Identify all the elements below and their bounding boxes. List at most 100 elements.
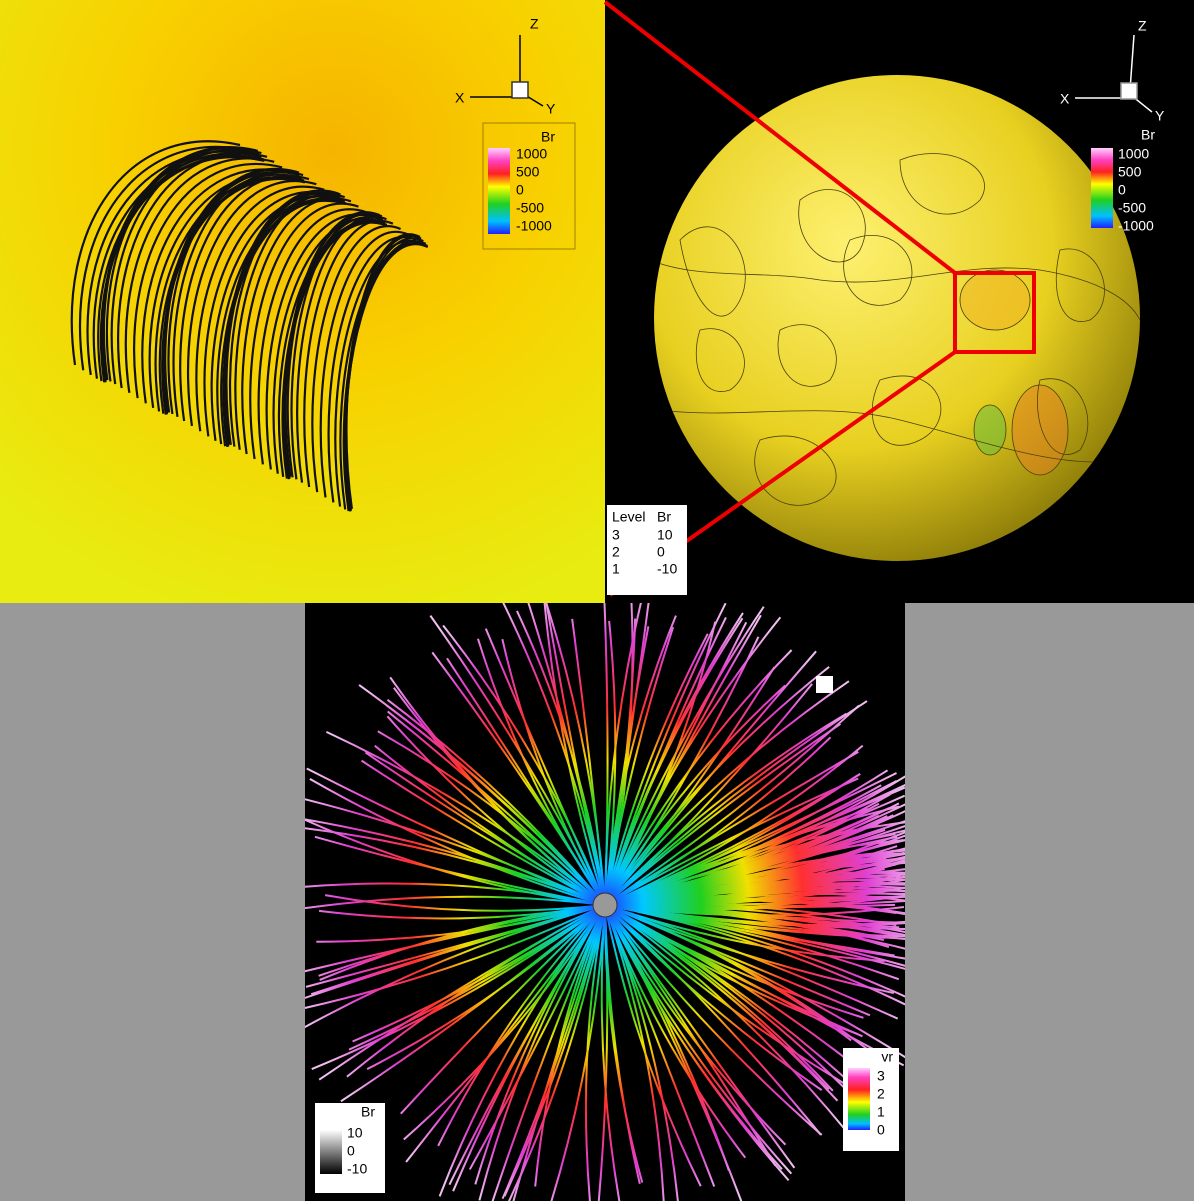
field-line	[452, 904, 606, 1192]
legend-label: -500	[516, 200, 544, 216]
field-line	[325, 730, 606, 906]
field-line	[604, 633, 709, 906]
field-line	[319, 231, 410, 498]
color-bar	[488, 148, 510, 234]
field-line	[78, 145, 249, 371]
field-line	[604, 904, 867, 1111]
legend-label: -1000	[516, 218, 552, 234]
legend-label: 500	[516, 164, 540, 180]
field-line	[604, 904, 783, 1170]
field-line	[442, 624, 606, 906]
field-line	[124, 157, 275, 393]
field-line	[503, 904, 606, 1197]
legend-label: 3	[877, 1068, 885, 1084]
legend-label: 1000	[516, 146, 547, 162]
field-line	[604, 684, 786, 906]
field-line	[117, 152, 268, 389]
axis-label: Y	[546, 101, 556, 117]
field-line	[318, 904, 606, 920]
legend-box	[482, 122, 576, 250]
field-line	[604, 887, 905, 906]
legend-label: -1000	[1118, 218, 1154, 234]
field-line	[318, 904, 606, 1081]
field-line	[305, 827, 606, 906]
legend-label: 2	[877, 1086, 885, 1102]
field-line	[179, 174, 310, 422]
field-line	[604, 617, 744, 906]
color-bar	[848, 1068, 870, 1130]
field-line	[571, 618, 606, 906]
legend-title: Br	[361, 1104, 375, 1120]
field-line	[167, 168, 300, 415]
table-cell: -10	[657, 561, 677, 577]
field-line	[234, 193, 346, 450]
field-line	[604, 736, 832, 906]
legend-label: 1	[877, 1104, 885, 1120]
legend-label: 0	[1118, 182, 1126, 198]
axis-triad-1	[470, 35, 544, 107]
axis-triad-2	[1075, 34, 1153, 113]
field-line	[203, 191, 333, 437]
field-line	[305, 904, 606, 973]
field-line	[584, 904, 606, 1201]
sphere	[654, 75, 1140, 561]
field-line	[70, 140, 241, 366]
color-bar	[1091, 148, 1113, 228]
field-line	[310, 904, 606, 996]
legend-label: 0	[516, 182, 524, 198]
legend-title: Br	[1141, 127, 1155, 143]
field-line	[604, 904, 905, 940]
field-line	[604, 899, 905, 915]
field-line	[306, 767, 606, 906]
field-lines-3	[305, 603, 905, 1201]
field-line	[604, 650, 817, 906]
table-cell: 0	[657, 544, 665, 560]
field-line	[501, 904, 606, 1200]
field-line	[348, 904, 606, 1051]
field-line	[374, 744, 606, 906]
field-line	[502, 603, 606, 906]
legend-title: vr	[881, 1049, 893, 1065]
field-line	[543, 603, 606, 906]
field-line	[305, 904, 606, 1009]
field-line	[429, 615, 606, 906]
field-line	[265, 213, 375, 470]
field-line	[604, 871, 905, 906]
legend-label: 10	[347, 1125, 363, 1141]
table-header: Br	[657, 509, 671, 525]
field-line	[604, 775, 905, 906]
field-line	[446, 657, 606, 906]
legend-label: 0	[347, 1143, 355, 1159]
legend-label: -500	[1118, 200, 1146, 216]
field-line	[604, 904, 793, 1175]
field-line	[311, 225, 402, 493]
field-line	[604, 904, 787, 1146]
field-line	[309, 778, 606, 906]
field-line	[172, 170, 304, 418]
field-line	[340, 904, 606, 1103]
field-line	[305, 818, 606, 906]
field-line	[400, 904, 606, 1115]
field-line	[603, 904, 644, 1183]
axis-label: Z	[1138, 18, 1147, 34]
legend-label: 0	[877, 1122, 885, 1138]
color-bar	[320, 1130, 342, 1174]
field-line	[228, 190, 341, 447]
sun	[592, 892, 618, 918]
table-cell: 3	[612, 527, 620, 543]
table-cell: 2	[612, 544, 620, 560]
field-line	[604, 620, 617, 906]
field-line	[405, 904, 606, 1163]
field-line	[604, 904, 823, 1091]
legend-title: Br	[541, 129, 555, 145]
field-line	[110, 148, 262, 385]
field-line	[604, 712, 847, 906]
field-line	[303, 219, 394, 488]
field-line	[604, 904, 822, 1136]
field-line	[604, 904, 823, 1136]
field-line	[604, 772, 897, 906]
field-line	[225, 189, 339, 446]
table-cell: 1	[612, 561, 620, 577]
axis-label: Z	[530, 16, 539, 32]
